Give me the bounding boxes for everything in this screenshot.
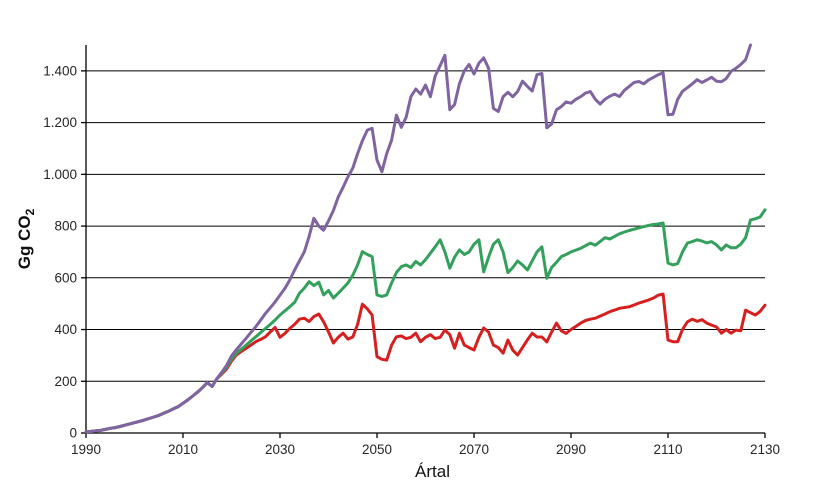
y-tick-label-200: 200 bbox=[54, 374, 77, 389]
red-series-line bbox=[84, 292, 767, 434]
x-tick-label-2090: 2090 bbox=[556, 442, 586, 457]
x-tick-label-2130: 2130 bbox=[750, 442, 780, 457]
purple-series-line bbox=[84, 43, 752, 434]
y-tick-label-600: 600 bbox=[54, 270, 77, 285]
tick-labels-group: 0 200 400 600 800 1.000 1.200 1.400 1990 2010 2030… bbox=[43, 63, 780, 457]
y-axis-title: Gg CO2 bbox=[15, 208, 37, 269]
x-axis-title: Ártal bbox=[415, 462, 450, 481]
y-tick-label-400: 400 bbox=[54, 322, 77, 337]
y-tick-label-0: 0 bbox=[69, 426, 77, 441]
x-tick-label-2010: 2010 bbox=[168, 442, 198, 457]
series-lines-group bbox=[84, 43, 767, 434]
y-tick-label-1200: 1.200 bbox=[43, 115, 77, 130]
gridlines-group bbox=[86, 70, 765, 382]
axes-group bbox=[81, 45, 766, 438]
y-tick-label-800: 800 bbox=[54, 219, 77, 234]
x-tick-label-1990: 1990 bbox=[71, 442, 101, 457]
axis-titles-group: Ártal Gg CO2 bbox=[15, 208, 450, 481]
x-tick-label-2110: 2110 bbox=[653, 442, 682, 457]
x-tick-label-2030: 2030 bbox=[265, 442, 295, 457]
y-tick-label-1000: 1.000 bbox=[43, 167, 77, 182]
x-tick-label-2050: 2050 bbox=[362, 442, 392, 457]
x-tick-label-2070: 2070 bbox=[459, 442, 489, 457]
y-tick-label-1400: 1.400 bbox=[43, 63, 77, 78]
